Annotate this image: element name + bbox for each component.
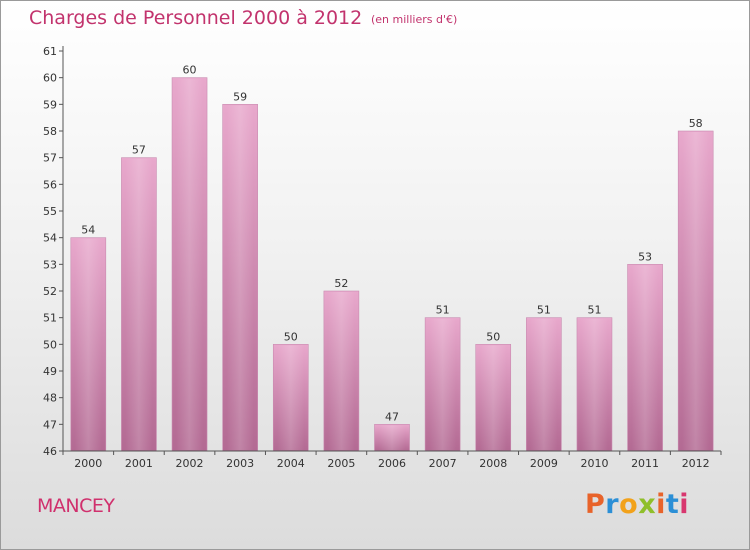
x-tick-label-2001: 2001: [125, 457, 153, 470]
x-tick-label-2007: 2007: [429, 457, 457, 470]
x-tick-label-2008: 2008: [479, 457, 507, 470]
x-tick-label-2005: 2005: [327, 457, 355, 470]
data-label-2000: 54: [81, 224, 95, 237]
logo-letter: o: [619, 489, 639, 520]
x-tick-label-2000: 2000: [74, 457, 102, 470]
y-tick-label: 48: [43, 392, 57, 405]
y-tick-label: 50: [43, 338, 57, 351]
x-axis: 2000 2001 2002 2003 2004 2005 2006 2007 2008 2009…: [62, 450, 722, 470]
bar-2003[interactable]: [222, 104, 258, 452]
y-tick-label: 49: [43, 365, 57, 378]
y-tick-label: 47: [43, 418, 57, 431]
logo-letter: r: [605, 489, 620, 520]
y-tick-label: 51: [43, 312, 57, 325]
bars: 54 57 60 59 50 52 47 51 50 51 51 53 58: [70, 64, 714, 452]
bar-2012[interactable]: [677, 130, 714, 452]
data-label-2006: 47: [385, 410, 399, 423]
bar-2009[interactable]: [526, 317, 562, 452]
bar-2006[interactable]: [374, 424, 410, 452]
x-tick-label-2009: 2009: [530, 457, 558, 470]
logo-letter: x: [638, 489, 657, 520]
data-label-2005: 52: [334, 277, 348, 290]
proxiti-logo[interactable]: Proxiti: [585, 489, 689, 520]
y-tick-label: 57: [43, 152, 57, 165]
data-label-2009: 51: [537, 304, 551, 317]
x-tick-label-2004: 2004: [277, 457, 305, 470]
bar-2000[interactable]: [70, 237, 107, 452]
y-tick-label: 52: [43, 285, 57, 298]
x-tick-label-2006: 2006: [378, 457, 406, 470]
commune-name: MANCEY: [37, 495, 115, 517]
data-label-2003: 59: [233, 90, 247, 103]
bar-2004[interactable]: [272, 344, 309, 452]
logo-letter: t: [665, 489, 680, 520]
data-label-2001: 57: [132, 144, 146, 157]
y-axis: 46 47 48 49 50 51 52 53 54 55 56 57 58 59 60 61: [43, 45, 64, 458]
x-tick-label-2002: 2002: [176, 457, 204, 470]
chart-title: Charges de Personnel 2000 à 2012: [29, 7, 363, 29]
data-label-2010: 51: [587, 304, 601, 317]
bar-2007[interactable]: [424, 317, 461, 452]
y-tick-label: 60: [43, 72, 57, 85]
bar-2002[interactable]: [171, 77, 208, 452]
x-tick-label-2011: 2011: [631, 457, 659, 470]
logo-letter: P: [585, 489, 606, 520]
data-label-2004: 50: [284, 330, 298, 343]
x-tick-label-2003: 2003: [226, 457, 254, 470]
y-tick-label: 56: [43, 178, 57, 191]
y-tick-label: 46: [43, 445, 57, 458]
bar-2008[interactable]: [475, 344, 512, 452]
data-label-2008: 50: [486, 330, 500, 343]
y-tick-label: 55: [43, 205, 57, 218]
y-tick-label: 59: [43, 98, 57, 111]
data-label-2002: 60: [183, 64, 197, 77]
logo-letter: i: [679, 489, 690, 520]
bar-2005[interactable]: [323, 290, 360, 452]
logo-letter: i: [656, 489, 666, 520]
data-label-2007: 51: [436, 304, 450, 317]
y-tick-label: 54: [43, 232, 57, 245]
y-tick-label: 53: [43, 258, 57, 271]
data-label-2011: 53: [638, 250, 652, 263]
chart-subtitle: (en milliers d'€): [371, 13, 458, 26]
x-tick-label-2012: 2012: [682, 457, 710, 470]
y-tick-label: 58: [43, 125, 57, 138]
bar-2010[interactable]: [576, 317, 613, 452]
x-tick-label-2010: 2010: [580, 457, 608, 470]
bar-2011[interactable]: [627, 264, 663, 452]
data-label-2012: 58: [689, 117, 703, 130]
y-tick-label: 61: [43, 45, 57, 58]
bar-2001[interactable]: [121, 157, 157, 452]
